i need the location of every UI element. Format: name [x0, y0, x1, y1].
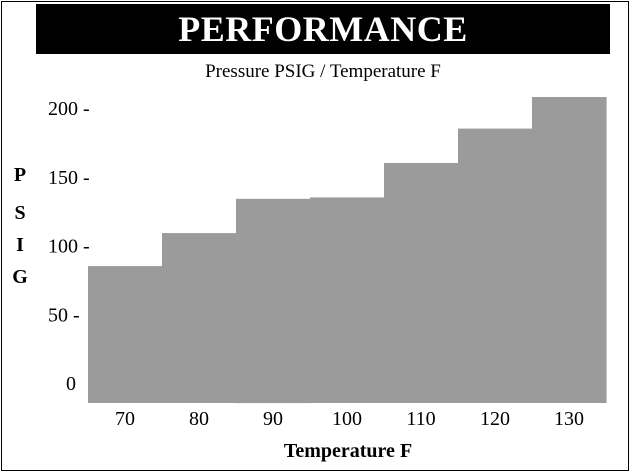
bar-90: [236, 198, 311, 404]
x-tick-label: 100: [332, 408, 362, 430]
x-axis-label: Temperature F: [283, 440, 413, 462]
y-axis-label-letter: P: [13, 164, 27, 186]
y-axis-label-letter: S: [14, 202, 26, 224]
y-tick-label: 50 -: [48, 304, 80, 326]
x-tick-label: 130: [554, 408, 584, 430]
chart-title-banner: PERFORMANCE: [36, 4, 610, 54]
y-tick-label: 0: [66, 373, 76, 395]
x-tick-label: 110: [406, 408, 435, 430]
x-tick-label: 70: [115, 408, 135, 430]
y-axis-label-letter: I: [16, 234, 24, 256]
chart-subtitle: Pressure PSIG / Temperature F: [205, 61, 441, 82]
bar-80: [162, 233, 237, 403]
y-axis-label-letter: G: [12, 266, 28, 288]
y-tick-label: 200 -: [48, 98, 90, 120]
y-tick-label: 150 -: [48, 167, 90, 189]
bar-130: [532, 97, 607, 403]
bar-110: [384, 163, 459, 403]
bar-120: [458, 128, 533, 403]
bar-100: [310, 197, 385, 403]
x-tick-label: 120: [480, 408, 510, 430]
x-tick-label: 80: [189, 408, 209, 430]
bar-70: [88, 266, 163, 403]
y-tick-label: 100 -: [48, 236, 90, 258]
x-tick-label: 90: [263, 408, 283, 430]
